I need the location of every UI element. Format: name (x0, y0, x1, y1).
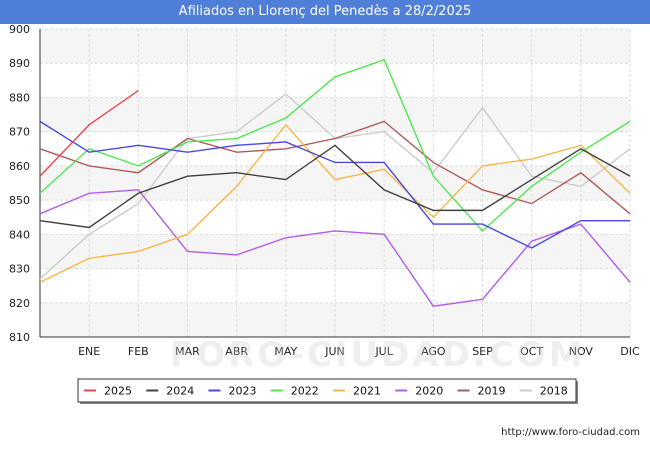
y-tick-label: 900 (9, 23, 30, 36)
y-tick-label: 860 (9, 160, 30, 173)
series-line-2021 (39, 123, 631, 283)
legend-label-2019: 2019 (478, 385, 506, 398)
x-tick-label: SEP (472, 345, 493, 358)
x-tick-label: AGO (421, 345, 446, 358)
legend-label-2022: 2022 (291, 385, 319, 398)
legend-label-2018: 2018 (540, 385, 568, 398)
x-tick-label: MAR (175, 345, 200, 358)
y-tick-label: 890 (9, 57, 30, 70)
series-line-2024 (39, 144, 631, 229)
legend-label-2025: 2025 (104, 385, 132, 398)
y-tick-label: 820 (9, 297, 30, 310)
x-tick-label: FEB (128, 345, 149, 358)
y-tick-label: 810 (9, 331, 30, 344)
series-line-2022 (39, 58, 631, 232)
series-line-2023 (39, 120, 630, 249)
y-tick-label: 840 (9, 228, 30, 241)
x-tick-label: MAY (274, 345, 297, 358)
y-tick-label: 870 (9, 126, 30, 139)
x-tick-label: OCT (520, 345, 543, 358)
legend-label-2023: 2023 (229, 385, 257, 398)
x-tick-label: DIC (620, 345, 640, 358)
chart-title: Afiliados en Llorenç del Penedès a 28/2/… (0, 0, 650, 24)
legend-label-2021: 2021 (353, 385, 381, 398)
source-url: http://www.foro-ciudad.com (501, 427, 640, 438)
y-tick-label: 830 (9, 263, 30, 276)
x-tick-label: ABR (225, 345, 248, 358)
x-tick-label: JUN (324, 345, 345, 358)
legend-box (77, 378, 577, 403)
series-line-2020 (39, 189, 631, 307)
legend-label-2020: 2020 (415, 385, 443, 398)
x-tick-label: ENE (78, 345, 100, 358)
series-line-2019 (39, 120, 631, 215)
series-line-2025 (39, 90, 139, 177)
y-tick-label: 850 (9, 194, 30, 207)
y-tick-label: 880 (9, 91, 30, 104)
x-tick-label: JUL (374, 345, 393, 358)
legend-label-2024: 2024 (166, 385, 194, 398)
x-tick-label: NOV (569, 345, 594, 358)
